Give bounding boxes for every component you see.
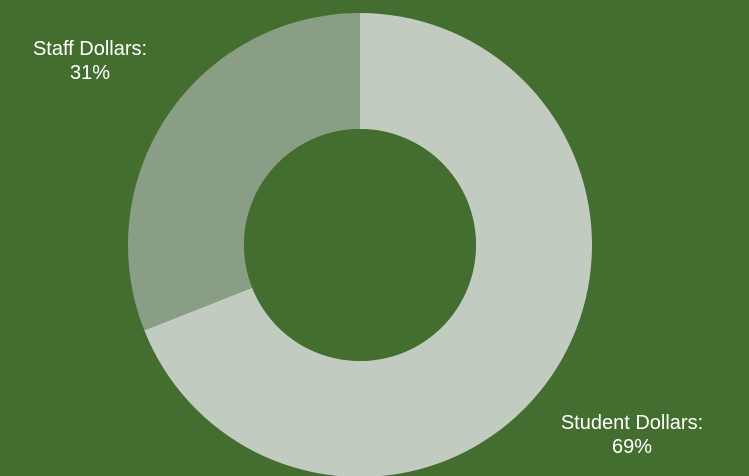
staff-dollars-label: Staff Dollars: 31%: [4, 37, 176, 85]
staff-dollars-slice: [127, 13, 360, 331]
staff-dollars-percent: 31%: [69, 62, 111, 84]
student-dollars-name: Student Dollars:: [560, 412, 704, 434]
student-dollars-percent: 69%: [611, 436, 653, 458]
student-dollars-slice: [144, 13, 593, 476]
staff-dollars-name: Staff Dollars:: [32, 38, 148, 60]
student-dollars-label: Student Dollars: 69%: [534, 411, 730, 459]
donut-hole: [244, 129, 476, 361]
